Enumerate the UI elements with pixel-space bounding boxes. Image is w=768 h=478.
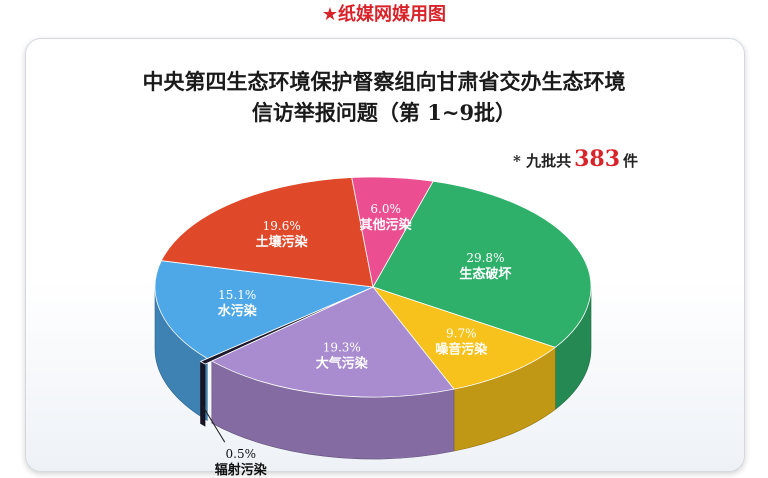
pie-slice-1	[372, 180, 592, 348]
total-note: * 九批共 383 件	[513, 146, 638, 172]
pie-slice-6	[160, 177, 374, 288]
total-note-suffix: 件	[623, 152, 639, 170]
slice-name-label: 其他污染	[360, 217, 413, 233]
slice-percent-label: 6.0%	[370, 202, 401, 216]
pie-slice-2	[371, 286, 557, 390]
pie-slice-3	[210, 286, 455, 398]
pie-top-faces	[154, 176, 592, 398]
header-label: ★纸媒网媒用图	[321, 4, 447, 25]
chart-title-line-1: 中央第四生态环境保护督察组向甘肃省交办生态环境	[142, 69, 626, 94]
total-note-prefix: * 九批共	[513, 152, 572, 170]
slice-percent-label: 0.5%	[226, 447, 257, 461]
slice-percent-label: 29.8%	[466, 251, 504, 265]
slice-name-label: 土壤污染	[256, 234, 309, 250]
slice-name-label: 辐射污染	[215, 462, 268, 478]
slice-percent-label: 15.1%	[218, 288, 256, 302]
slice-name-label: 大气污染	[316, 356, 369, 372]
pie-side-4	[200, 360, 206, 427]
pie-slice-5	[154, 260, 375, 359]
slice-name-label: 噪音污染	[435, 342, 488, 358]
slice-percent-label: 19.6%	[263, 219, 301, 233]
total-note-count: 383	[574, 146, 621, 172]
pie-labels: 29.8%生态破坏 9.7%噪音污染 19.3%大气污染 0.5%辐射污染 15.1%水…	[202, 202, 511, 478]
leader-line-radiation	[202, 405, 226, 443]
slice-name-label: 水污染	[218, 303, 258, 319]
slice-percent-label: 9.7%	[446, 327, 477, 341]
pie-slice-4	[199, 289, 367, 365]
pie-side-walls	[154, 286, 592, 460]
slice-name-label: 生态破坏	[459, 266, 511, 282]
pie-slice-7	[351, 176, 434, 289]
slice-percent-label: 19.3%	[323, 341, 361, 355]
chart-title-line-2: 信访举报问题（第 1~9批）	[251, 100, 517, 125]
